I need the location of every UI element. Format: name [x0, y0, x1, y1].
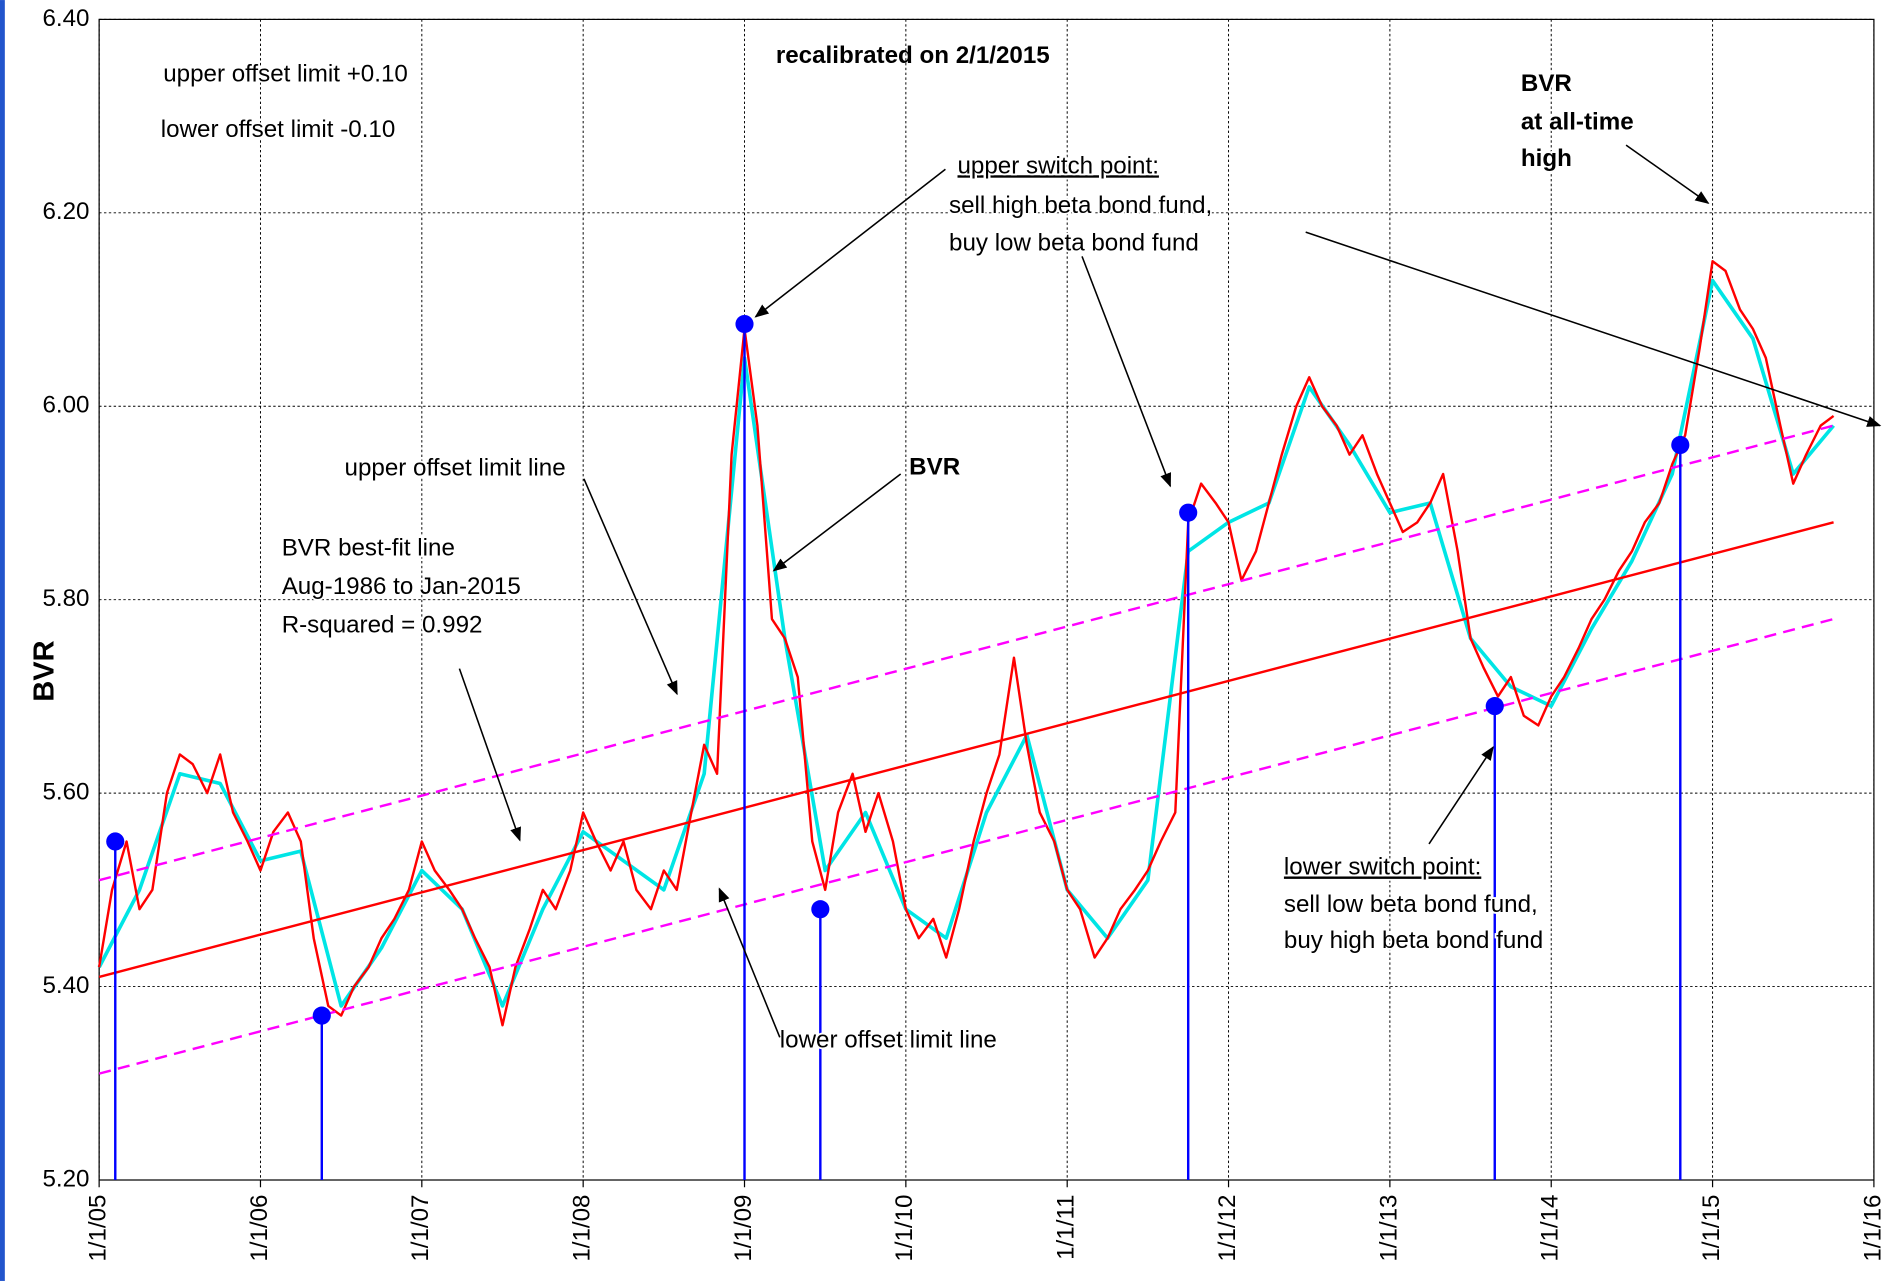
annotation: sell low beta bond fund,	[1284, 891, 1538, 918]
annotation: at all-time	[1521, 109, 1634, 136]
switch-point	[1671, 435, 1690, 455]
y-tick-label: 5.80	[42, 585, 89, 612]
annotation: lower switch point:	[1284, 853, 1481, 880]
x-tick-label: 1/1/12	[1214, 1195, 1241, 1262]
y-tick-label: 6.00	[42, 392, 89, 419]
arrow	[1625, 144, 1710, 204]
annotation: BVR	[909, 453, 960, 480]
window-border	[0, 0, 5, 1281]
annotation: high	[1521, 145, 1572, 172]
x-tick-label: 1/1/09	[730, 1195, 757, 1262]
x-tick-label: 1/1/16	[1859, 1195, 1886, 1262]
y-tick-label: 6.40	[42, 5, 89, 32]
annotation: BVR	[1521, 70, 1572, 97]
x-tick-label: 1/1/13	[1375, 1195, 1402, 1262]
y-tick-label: 6.20	[42, 198, 89, 225]
switch-point	[106, 832, 125, 851]
arrow	[754, 168, 946, 318]
chart-subtitle: recalibrated on 2/1/2015	[776, 42, 1050, 69]
switch-point	[312, 1006, 331, 1025]
y-tick-label: 5.40	[42, 972, 89, 999]
annotation: buy high beta bond fund	[1284, 927, 1543, 954]
switch-point	[1179, 503, 1198, 522]
y-axis-label: BVR	[29, 640, 61, 701]
series-line	[97, 259, 1835, 1027]
switch-point	[1485, 697, 1504, 716]
annotation: lower offset limit -0.10	[161, 116, 395, 143]
y-tick-label: 5.20	[42, 1165, 89, 1192]
switch-point	[811, 900, 830, 919]
annotation: upper offset limit line	[345, 455, 566, 482]
x-tick-label: 1/1/11	[1053, 1195, 1080, 1260]
series-line	[98, 424, 1834, 882]
x-tick-label: 1/1/06	[246, 1195, 273, 1262]
annotation: R-squared = 0.992	[282, 612, 483, 639]
annotation: upper offset limit +0.10	[163, 60, 408, 87]
x-tick-label: 1/1/10	[891, 1195, 918, 1262]
x-tick-label: 1/1/07	[407, 1195, 434, 1262]
series-line	[97, 278, 1835, 1008]
x-tick-label: 1/1/14	[1537, 1195, 1564, 1262]
arrow	[583, 478, 678, 696]
annotation: lower offset limit line	[780, 1026, 997, 1053]
arrow	[458, 668, 521, 842]
annotation: upper switch point:	[958, 152, 1159, 179]
arrow	[1428, 746, 1494, 845]
series-line	[98, 521, 1834, 979]
arrow	[718, 887, 781, 1038]
series-line	[98, 617, 1834, 1075]
x-tick-label: 1/1/08	[569, 1195, 596, 1262]
arrow	[1081, 256, 1172, 488]
annotation: sell high beta bond fund,	[949, 192, 1212, 219]
switch-point	[735, 314, 754, 334]
annotation: Aug-1986 to Jan-2015	[282, 573, 521, 600]
annotation: buy low beta bond fund	[949, 230, 1199, 257]
arrow	[1305, 231, 1882, 427]
annotation: BVR best-fit line	[282, 534, 455, 561]
x-tick-label: 1/1/15	[1698, 1195, 1725, 1262]
arrow	[772, 473, 902, 572]
y-tick-label: 5.60	[42, 779, 89, 806]
x-tick-label: 1/1/05	[85, 1195, 112, 1262]
